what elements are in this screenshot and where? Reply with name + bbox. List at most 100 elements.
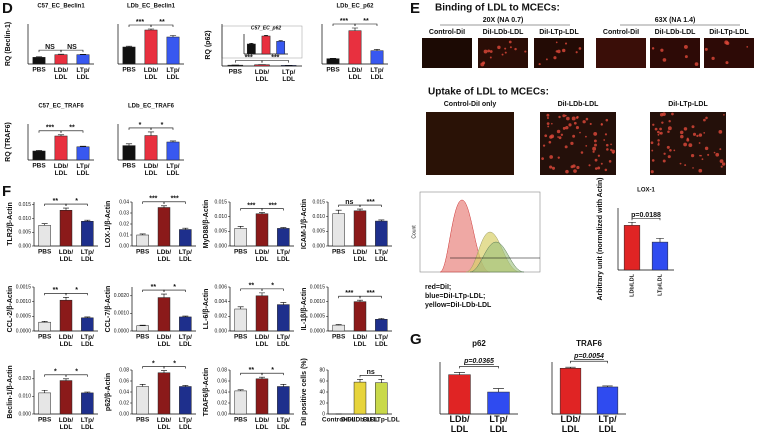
y-tick-label: 0.02 — [119, 400, 129, 406]
cell-dot — [594, 158, 598, 162]
chart-title: C57_EC_p62 — [251, 25, 282, 31]
y-tick-label: 0.000 — [18, 411, 31, 417]
y-tick-label: 0.04 — [119, 389, 129, 395]
y-axis-label: LOX-1/β-Actin — [105, 201, 112, 248]
error-bar — [63, 378, 69, 381]
significance-label: *** — [171, 196, 179, 203]
cell-dot — [698, 133, 703, 137]
cell-dot — [555, 41, 558, 44]
bar — [59, 380, 73, 415]
cell-dot — [705, 116, 708, 120]
label-line: LTp/ — [81, 249, 94, 256]
x-tick-label: PBS — [326, 67, 340, 74]
error-bar — [280, 384, 287, 387]
significance-bracket — [631, 217, 661, 221]
bar — [255, 378, 269, 415]
label-line: LDL — [81, 341, 94, 348]
bar — [32, 57, 46, 65]
significance-label: ** — [363, 18, 369, 25]
bar — [277, 304, 290, 332]
significance-label: * — [75, 369, 78, 376]
y-tick-label: 0.005 — [312, 229, 325, 235]
x-tick-label: LTp/LDL — [657, 273, 663, 296]
bar — [651, 241, 669, 271]
error-bar — [378, 379, 385, 383]
cell-dot — [489, 56, 492, 59]
label-line: LDb/ — [59, 334, 74, 341]
error-bar — [35, 56, 43, 58]
significance-label: *** — [269, 202, 277, 209]
label-line: LDb/ — [561, 414, 581, 424]
cell-dot — [696, 134, 699, 138]
label-line: LDL — [256, 256, 269, 263]
cell-dot — [497, 45, 501, 50]
y-tick-label: 40 — [319, 389, 325, 395]
label-line: LDL — [375, 256, 388, 263]
bar — [353, 301, 367, 332]
y-tick-label: 0.0010 — [310, 299, 326, 305]
cell-dot — [549, 155, 553, 159]
x-tick-label: PBS — [136, 249, 150, 256]
x-tick-label: LTp/LDL — [76, 67, 89, 81]
cell-dot — [508, 40, 512, 44]
cell-dot — [679, 162, 682, 165]
label-line: LDL — [81, 424, 94, 431]
y-tick-label: 0.010 — [214, 214, 227, 220]
micrograph — [650, 112, 726, 175]
y-tick-label: 0.00 — [119, 411, 129, 417]
y-tick-label: 0.02 — [217, 400, 227, 406]
significance-label: *** — [136, 19, 144, 26]
y-tick-label: 0.0000 — [114, 328, 130, 334]
error-bar — [41, 389, 48, 393]
label-line: LDL — [371, 74, 384, 81]
micrograph — [540, 112, 616, 175]
y-axis-label: TLR2/β-Actin — [7, 202, 14, 246]
bar — [353, 381, 367, 415]
significance-bracket — [359, 375, 382, 378]
error-bar — [84, 391, 91, 393]
x-tick-label: PBS — [38, 334, 52, 341]
y-tick-label: 0.010 — [312, 214, 325, 220]
bar — [375, 382, 388, 415]
x-tick-label: LTp/LDL — [277, 249, 290, 263]
cell-dot — [604, 133, 608, 136]
label-line: LDb/ — [54, 163, 69, 170]
cell-dot — [611, 149, 616, 154]
bar — [255, 295, 269, 332]
error-bar — [280, 227, 287, 229]
cell-dot — [701, 158, 704, 161]
y-tick-label: 0.0005 — [310, 314, 326, 320]
bar — [38, 225, 51, 247]
cell-dot — [600, 123, 603, 126]
y-axis-label: TRAF6/β-Actin — [203, 368, 210, 417]
error-bar — [63, 207, 69, 211]
x-tick-label: LDb/LDL — [353, 334, 368, 348]
label-line: LDL — [158, 341, 171, 348]
cell-dot — [572, 134, 576, 138]
significance-label: *** — [247, 202, 255, 209]
x-tick-label: LDb/LDL — [255, 417, 270, 431]
cell-dot — [548, 140, 552, 144]
cell-dot — [593, 132, 598, 136]
image-label: DiI-LTp-LDL — [709, 29, 749, 36]
significance-label: ** — [159, 19, 165, 26]
error-bar — [259, 292, 265, 296]
y-tick-label: 0.015 — [214, 199, 227, 205]
cell-dot — [575, 51, 578, 54]
x-tick-label: PBS — [32, 163, 46, 170]
error-bar — [57, 53, 65, 55]
x-tick-label: LTp/LDL — [76, 163, 89, 177]
significance-bracket — [150, 127, 174, 130]
error-bar — [237, 389, 244, 391]
error-bar — [628, 221, 636, 226]
significance-bracket — [261, 288, 284, 291]
y-tick-label: 0.03 — [119, 210, 129, 216]
significance-label: * — [173, 360, 176, 367]
cell-dot — [604, 168, 608, 172]
y-tick-label: 0.010 — [18, 394, 31, 400]
y-tick-label: 0.006 — [214, 284, 227, 290]
significance-bracket — [261, 60, 289, 63]
chart-title: p62 — [472, 339, 486, 348]
significance-label: * — [75, 287, 78, 294]
bar — [76, 146, 90, 161]
